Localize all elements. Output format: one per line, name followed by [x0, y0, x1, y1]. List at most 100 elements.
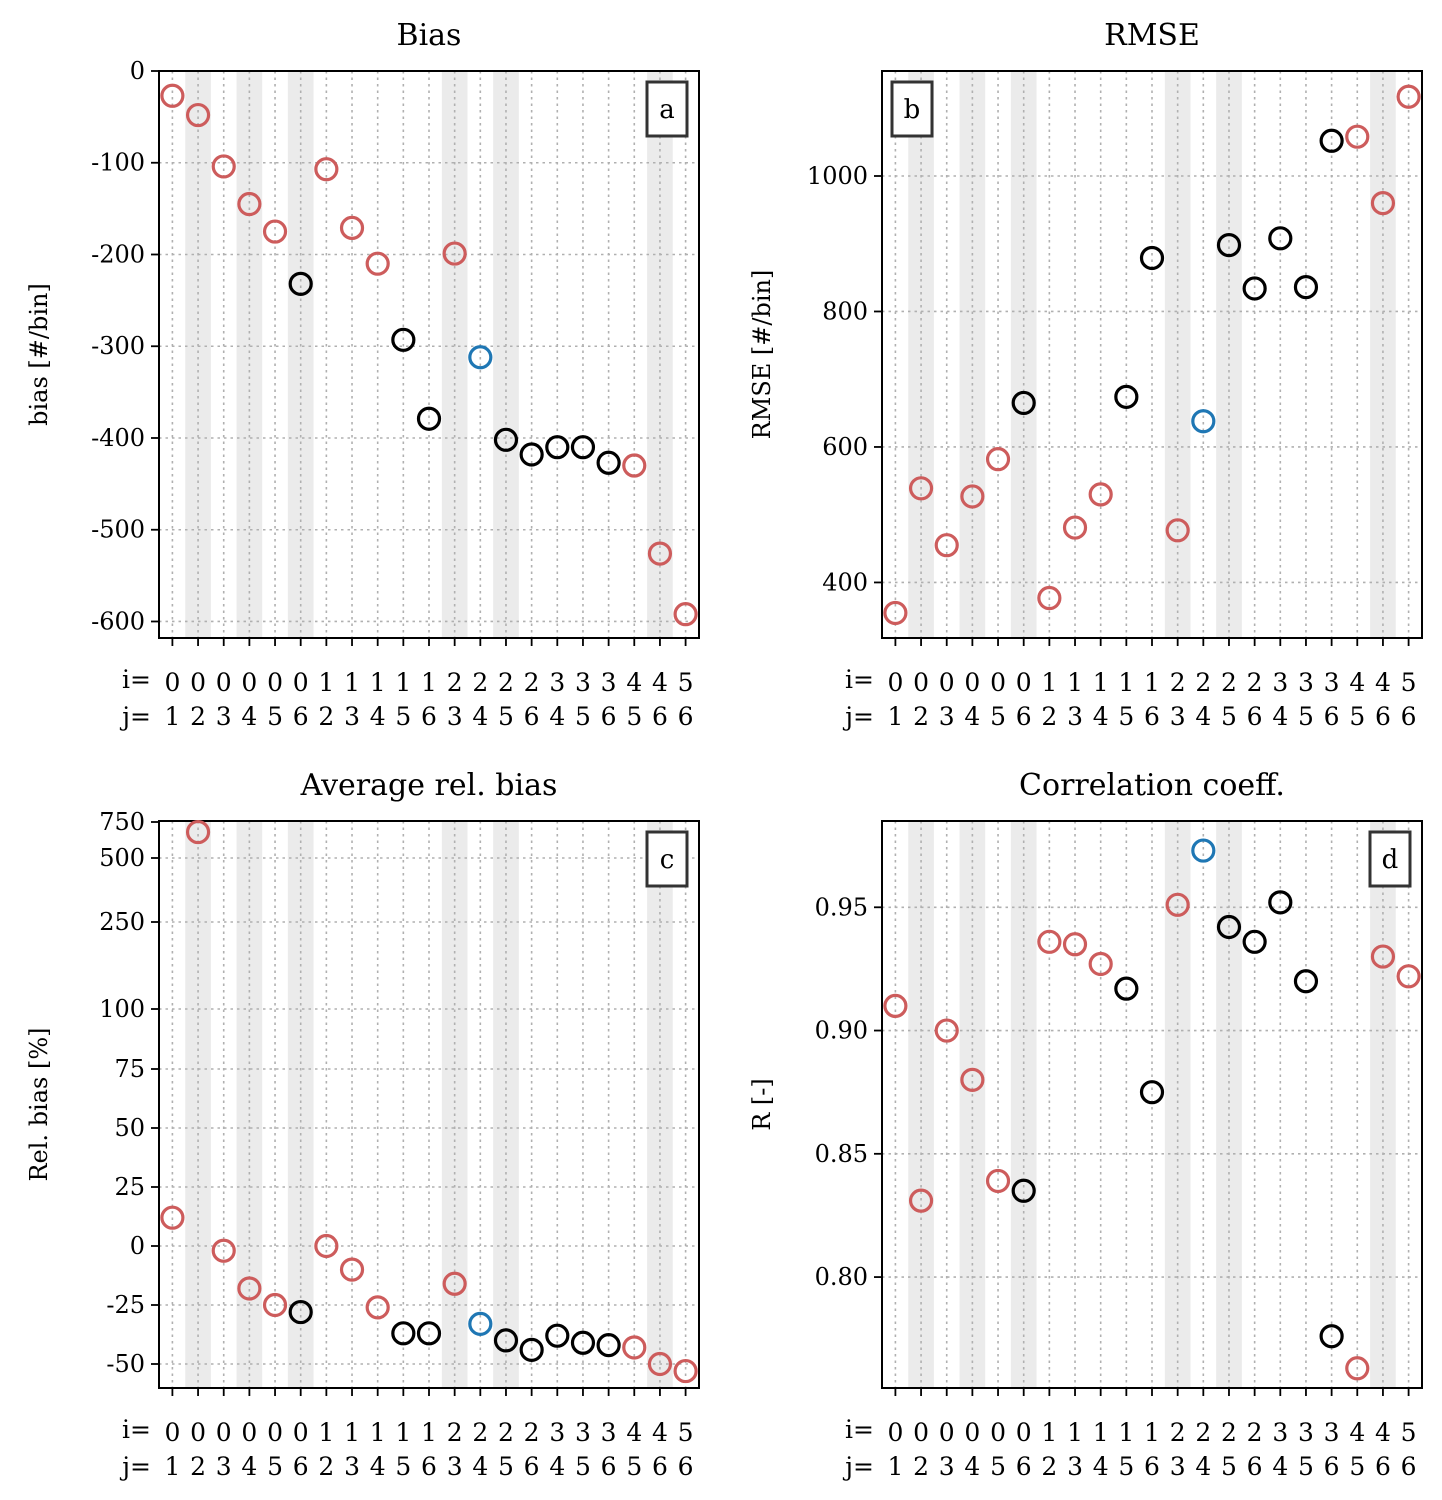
- x-tick-label-j: 5: [395, 702, 411, 731]
- x-tick-label-i: 4: [626, 668, 642, 697]
- x-tick-label-j: 5: [990, 702, 1006, 731]
- data-point: [1037, 929, 1062, 954]
- x-tick-label-j: 4: [1195, 1452, 1211, 1481]
- x-tick-label-i: 2: [1195, 668, 1211, 697]
- x-tick-label-j: 6: [1375, 1452, 1391, 1481]
- y-tick-label: -25: [106, 1291, 145, 1319]
- data-point: [1139, 245, 1165, 271]
- y-tick-label: -500: [91, 516, 145, 544]
- data-point: [1319, 128, 1344, 153]
- y-axis-label: RMSE [#/bin]: [748, 270, 776, 440]
- x-tick-label-j: 3: [447, 1452, 463, 1481]
- x-tick-label-i: 1: [344, 668, 360, 697]
- x-tick-label-j: 1: [164, 1452, 180, 1481]
- x-tick-label-i: 4: [652, 668, 668, 697]
- x-tick-label-j: 4: [1195, 702, 1211, 731]
- shade-band: [1370, 821, 1396, 1388]
- x-tick-label-i: 5: [1401, 668, 1417, 697]
- data-point: [570, 1330, 596, 1355]
- x-tick-label-i: 5: [1401, 1418, 1417, 1447]
- data-point: [237, 1276, 262, 1301]
- x-tick-label-j: 5: [1221, 1452, 1237, 1481]
- data-point: [160, 1205, 185, 1230]
- data-point: [883, 993, 908, 1018]
- data-point: [1088, 951, 1113, 977]
- x-tick-label-j: 3: [1170, 1452, 1186, 1481]
- x-tick-label-j: 5: [575, 1452, 591, 1481]
- x-tick-label-i: 3: [1324, 668, 1340, 697]
- data-point: [211, 1238, 236, 1263]
- y-tick-label: 800: [822, 297, 868, 325]
- data-point: [1242, 276, 1267, 301]
- x-tick-label-i: 3: [1298, 1418, 1314, 1447]
- data-point: [442, 241, 467, 266]
- x-tick-label-i: 1: [318, 668, 334, 697]
- x-tick-label-i: 0: [293, 1418, 309, 1447]
- x-tick-label-i: 1: [1144, 1418, 1160, 1447]
- data-point: [365, 251, 390, 276]
- x-tick-label-j: 4: [1272, 702, 1288, 731]
- shade-band: [185, 821, 211, 1388]
- x-tick-label-i: 0: [964, 1418, 980, 1447]
- data-point: [468, 1311, 493, 1336]
- y-tick-label: 25: [114, 1173, 145, 1201]
- x-tick-label-j: 5: [1298, 702, 1314, 731]
- x-tick-label-j: 6: [524, 1452, 540, 1481]
- panel-tag-label: d: [1382, 845, 1399, 875]
- data-point: [1011, 390, 1036, 416]
- x-tick-label-j: 3: [447, 702, 463, 731]
- x-tick-label-i: 4: [1349, 1418, 1365, 1447]
- data-point: [1114, 384, 1139, 409]
- x-tick-label-j: 3: [939, 702, 955, 731]
- x-tick-label-i: 1: [395, 668, 411, 697]
- x-tick-label-j: 6: [1144, 1452, 1160, 1481]
- data-point: [288, 1299, 313, 1325]
- x-tick-label-i: 1: [1041, 1418, 1057, 1447]
- y-tick-label: 0: [130, 1232, 145, 1260]
- x-tick-label-i: 0: [913, 668, 929, 697]
- x-tick-label-i: 1: [344, 1418, 360, 1447]
- data-point: [1165, 518, 1190, 543]
- x-tick-label-i: 0: [939, 668, 955, 697]
- x-tick-label-j: 4: [472, 702, 488, 731]
- x-tick-label-i: 5: [678, 668, 694, 697]
- panel-tag-box: [1368, 830, 1412, 888]
- y-tick-label: -400: [91, 424, 145, 452]
- x-tick-label-j: 5: [267, 1452, 283, 1481]
- shade-band: [1164, 71, 1191, 638]
- y-tick-label: 0.95: [815, 893, 868, 921]
- x-tick-label-i: 1: [1118, 668, 1134, 697]
- data-point: [519, 1337, 544, 1362]
- data-point: [185, 819, 211, 845]
- panel-tag-box: [645, 830, 689, 888]
- x-tick-label-i: 2: [498, 668, 514, 697]
- x-tick-label-i: 2: [472, 1418, 488, 1447]
- x-tick-label-i: 0: [216, 1418, 232, 1447]
- x-tick-label-j: 3: [216, 702, 232, 731]
- x-tick-label-j: 5: [1298, 1452, 1314, 1481]
- x-tick-label-i: 1: [1067, 668, 1083, 697]
- x-tick-label-j: 2: [318, 702, 334, 731]
- data-point: [442, 1271, 467, 1296]
- x-tick-label-i: 0: [990, 1418, 1006, 1447]
- data-point: [211, 154, 236, 179]
- x-tick-label-i: 0: [887, 668, 903, 697]
- data-point: [960, 1067, 985, 1092]
- x-tick-label-j: 6: [1247, 1452, 1263, 1481]
- x-tick-label-j: 5: [626, 702, 642, 731]
- x-tick-label-i: 0: [267, 1418, 283, 1447]
- data-point: [339, 215, 365, 240]
- x-tick-label-i: 0: [190, 668, 206, 697]
- x-tick-label-j: 4: [1272, 1452, 1288, 1481]
- x-tick-label-i: 0: [1016, 1418, 1032, 1447]
- y-axis-label: bias [#/bin]: [25, 283, 53, 426]
- x-tick-label-j: 2: [1041, 1452, 1057, 1481]
- data-point: [468, 345, 493, 370]
- x-tick-label-i: 4: [1375, 668, 1391, 697]
- x-tick-label-i: 1: [370, 668, 386, 697]
- data-point: [416, 1321, 442, 1346]
- x-tick-label-j: 4: [549, 702, 565, 731]
- shade-band: [1010, 71, 1037, 638]
- x-tick-label-i: 0: [293, 668, 309, 697]
